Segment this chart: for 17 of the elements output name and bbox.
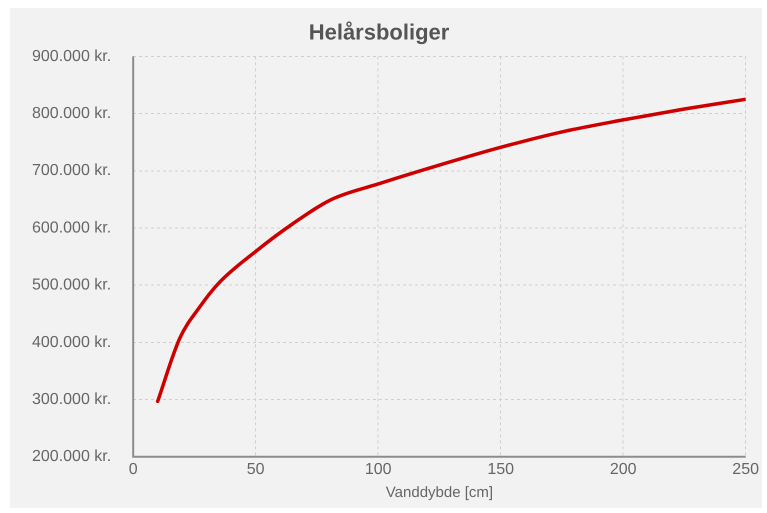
chart-title: Helårsboliger [308, 19, 450, 44]
x-tick-label: 150 [487, 460, 514, 478]
x-tick-label: 200 [610, 460, 637, 478]
y-tick-label: 800.000 kr. [32, 105, 112, 122]
y-tick-label: 400.000 kr. [32, 334, 112, 351]
line-series [156, 98, 746, 404]
y-tick-label: 500.000 kr. [32, 276, 112, 294]
y-tick-label: 300.000 kr. [32, 391, 112, 408]
y-tick-label: 200.000 kr. [32, 448, 112, 466]
y-tick-label: 700.000 kr. [32, 162, 112, 180]
x-tick-label: 50 [246, 460, 265, 478]
x-axis-title: Vanddybde [cm] [386, 484, 494, 502]
x-tick-label: 250 [732, 460, 760, 478]
x-tick-label: 0 [128, 460, 138, 478]
x-tick-label: 100 [364, 460, 392, 478]
y-tick-label: 600.000 kr. [32, 219, 112, 236]
y-tick-label: 900.000 kr. [32, 48, 112, 65]
